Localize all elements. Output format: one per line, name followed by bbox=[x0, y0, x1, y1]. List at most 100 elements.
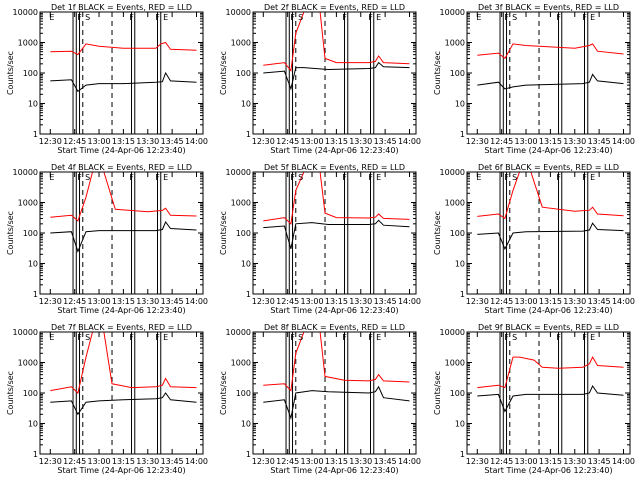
x-axis-label: Start Time (24-Apr-06 12:23:40) bbox=[57, 146, 185, 155]
lld-series-line bbox=[50, 41, 197, 56]
region-label: F bbox=[504, 173, 509, 182]
x-tick-label: 13:15 bbox=[539, 457, 562, 466]
x-tick-label: 13:00 bbox=[87, 297, 110, 306]
chart-title: Det 3f BLACK = Events, RED = LLD bbox=[478, 3, 619, 12]
y-tick-label: 10 bbox=[241, 260, 251, 269]
region-label: F bbox=[582, 333, 587, 342]
x-tick-label: 14:00 bbox=[398, 137, 421, 146]
plot-frame bbox=[252, 171, 417, 295]
y-axis-label: Counts/sec bbox=[219, 51, 228, 95]
y-tick-label: 10 bbox=[455, 100, 465, 109]
x-tick-label: 13:45 bbox=[374, 297, 397, 306]
region-label: E bbox=[590, 333, 595, 342]
y-tick-label: 1000 bbox=[445, 359, 465, 368]
chart-title: Det 6f BLACK = Events, RED = LLD bbox=[478, 163, 619, 172]
x-tick-label: 13:45 bbox=[588, 137, 611, 146]
y-axis-label: Counts/sec bbox=[433, 211, 442, 255]
lld-series-line bbox=[263, 172, 410, 225]
plot-frame bbox=[252, 331, 417, 455]
y-tick-label: 100 bbox=[236, 389, 251, 398]
y-tick-label: 10000 bbox=[440, 168, 465, 177]
region-label: E bbox=[590, 13, 595, 22]
x-tick-label: 12:30 bbox=[466, 137, 489, 146]
region-label: E bbox=[49, 333, 54, 342]
region-label: S bbox=[85, 333, 90, 342]
y-tick-label: 10 bbox=[28, 420, 38, 429]
region-label: E bbox=[163, 333, 168, 342]
y-tick-label: 1 bbox=[246, 290, 251, 299]
x-axis-label: Start Time (24-Apr-06 12:23:40) bbox=[57, 306, 185, 315]
x-tick-label: 13:45 bbox=[588, 457, 611, 466]
x-tick-label: 13:00 bbox=[300, 297, 323, 306]
region-label: S bbox=[512, 13, 517, 22]
events-series-line bbox=[50, 221, 197, 253]
y-tick-label: 10000 bbox=[13, 328, 38, 337]
region-label: S bbox=[298, 333, 303, 342]
x-tick-label: 12:30 bbox=[252, 457, 275, 466]
x-tick-label: 13:30 bbox=[136, 297, 159, 306]
y-tick-label: 100 bbox=[236, 229, 251, 238]
x-tick-label: 13:15 bbox=[325, 457, 348, 466]
y-tick-label: 1000 bbox=[231, 199, 251, 208]
x-tick-label: 14:00 bbox=[185, 137, 208, 146]
x-tick-label: 13:15 bbox=[325, 297, 348, 306]
region-label: F bbox=[129, 173, 134, 182]
y-tick-label: 1 bbox=[246, 130, 251, 139]
region-label: E bbox=[163, 13, 168, 22]
region-label: F bbox=[556, 13, 561, 22]
region-label: S bbox=[298, 13, 303, 22]
region-label: E bbox=[163, 173, 168, 182]
x-axis-label: Start Time (24-Apr-06 12:23:40) bbox=[270, 146, 398, 155]
y-tick-label: 10000 bbox=[13, 8, 38, 17]
lld-series-line bbox=[263, 332, 410, 392]
x-tick-label: 13:45 bbox=[374, 137, 397, 146]
region-label: S bbox=[512, 333, 517, 342]
region-label: E bbox=[376, 13, 381, 22]
x-tick-label: 13:45 bbox=[588, 297, 611, 306]
y-tick-label: 10 bbox=[241, 420, 251, 429]
events-series-line bbox=[263, 219, 410, 250]
y-axis-label: Counts/sec bbox=[6, 51, 15, 95]
x-tick-label: 14:00 bbox=[185, 457, 208, 466]
region-label: S bbox=[512, 173, 517, 182]
x-tick-label: 14:00 bbox=[612, 297, 635, 306]
lld-series-line bbox=[263, 12, 410, 72]
region-label: F bbox=[368, 173, 373, 182]
lld-series-line bbox=[477, 356, 624, 389]
x-tick-label: 13:30 bbox=[563, 457, 586, 466]
y-tick-label: 1 bbox=[460, 450, 465, 459]
x-axis-label: Start Time (24-Apr-06 12:23:40) bbox=[484, 146, 612, 155]
lld-series-line bbox=[477, 43, 624, 60]
region-label: F bbox=[290, 173, 295, 182]
x-tick-label: 14:00 bbox=[612, 137, 635, 146]
x-tick-label: 12:45 bbox=[490, 137, 513, 146]
region-label: E bbox=[376, 333, 381, 342]
region-label: F bbox=[368, 333, 373, 342]
y-axis-label: Counts/sec bbox=[6, 211, 15, 255]
y-tick-label: 10000 bbox=[440, 328, 465, 337]
plot-frame bbox=[39, 331, 204, 455]
y-axis-label: Counts/sec bbox=[219, 371, 228, 415]
x-tick-label: 13:30 bbox=[563, 297, 586, 306]
region-label: E bbox=[49, 173, 54, 182]
x-tick-label: 13:00 bbox=[87, 457, 110, 466]
x-tick-label: 13:30 bbox=[563, 137, 586, 146]
y-tick-label: 100 bbox=[450, 389, 465, 398]
region-label: S bbox=[85, 13, 90, 22]
y-tick-label: 100 bbox=[450, 229, 465, 238]
region-label: F bbox=[556, 333, 561, 342]
y-tick-label: 10000 bbox=[226, 8, 251, 17]
y-axis-label: Counts/sec bbox=[6, 371, 15, 415]
region-label: F bbox=[342, 333, 347, 342]
y-axis-label: Counts/sec bbox=[433, 371, 442, 415]
x-tick-label: 12:45 bbox=[63, 457, 86, 466]
y-tick-label: 1 bbox=[33, 130, 38, 139]
plot-frame bbox=[39, 11, 204, 135]
region-label: F bbox=[77, 173, 82, 182]
